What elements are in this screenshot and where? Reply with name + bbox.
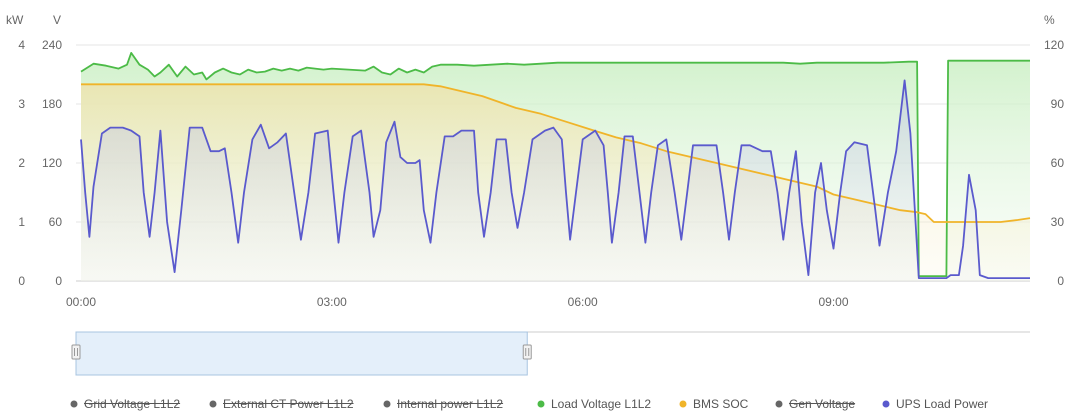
y-tick-label-voltage: 0: [55, 274, 62, 288]
handle-grip[interactable]: [522, 344, 532, 360]
legend-marker: [70, 400, 78, 408]
x-tick-label: 03:00: [317, 295, 347, 309]
x-tick-label: 00:00: [66, 295, 96, 309]
legend-label: Load Voltage L1L2: [551, 397, 651, 411]
y-tick-label-percent: 120: [1044, 38, 1064, 52]
legend-marker: [679, 400, 687, 408]
left-voltage-unit: V: [53, 13, 61, 27]
series-lines: [80, 52, 1031, 279]
left-power-unit: kW: [6, 13, 24, 27]
x-tick-label: 06:00: [568, 295, 598, 309]
y-tick-label-percent: 60: [1051, 156, 1065, 170]
right-percent-unit: %: [1044, 13, 1055, 27]
legend-item[interactable]: UPS Load Power: [882, 397, 989, 411]
navigator-right-handle[interactable]: [522, 344, 532, 360]
y-tick-label-voltage: 240: [42, 38, 62, 52]
legend-item[interactable]: External CT Power L1L2: [209, 397, 354, 411]
y-tick-label-percent: 90: [1051, 97, 1065, 111]
legend-marker: [383, 400, 391, 408]
legend-item[interactable]: BMS SOC: [679, 397, 749, 411]
navigator-left-handle[interactable]: [71, 344, 81, 360]
y-tick-label-power: 3: [18, 97, 25, 111]
series-areas: [81, 52, 1030, 282]
legend-marker: [882, 400, 890, 408]
y-tick-label-power: 4: [18, 38, 25, 52]
navigator-selection[interactable]: [75, 331, 528, 376]
x-tick-label: 09:00: [818, 295, 848, 309]
ups-load-power-line[interactable]: [80, 79, 1030, 279]
y-tick-label-voltage: 120: [42, 156, 62, 170]
legend-marker: [537, 400, 545, 408]
y-tick-label-power: 0: [18, 274, 25, 288]
legend: Grid Voltage L1L2 External CT Power L1L2 I…: [70, 397, 989, 411]
y-tick-label-percent: 30: [1051, 215, 1065, 229]
y-tick-label-voltage: 180: [42, 97, 62, 111]
y-tick-label-power: 2: [18, 156, 25, 170]
handle-grip[interactable]: [71, 344, 81, 360]
legend-item[interactable]: Internal power L1L2: [383, 397, 504, 411]
legend-label: BMS SOC: [693, 397, 749, 411]
ups-load-power-area: [81, 80, 1030, 282]
legend-label: UPS Load Power: [896, 397, 988, 411]
y-tick-label-voltage: 60: [49, 215, 63, 229]
legend-item[interactable]: Load Voltage L1L2: [537, 397, 652, 411]
legend-marker: [209, 400, 217, 408]
y-tick-label-percent: 0: [1057, 274, 1064, 288]
y-tick-label-power: 1: [18, 215, 25, 229]
load-voltage-l1l2-line[interactable]: [80, 52, 1030, 277]
range-navigator[interactable]: [71, 331, 1030, 376]
legend-item[interactable]: Grid Voltage L1L2: [70, 397, 181, 411]
legend-marker: [775, 400, 783, 408]
axis-ticks: 0 1 2 3 4 0 60 120 180 240 0 30 60 90 120 00:00 03:00 06:…: [18, 38, 1064, 309]
legend-item[interactable]: Gen Voltage: [775, 397, 856, 411]
